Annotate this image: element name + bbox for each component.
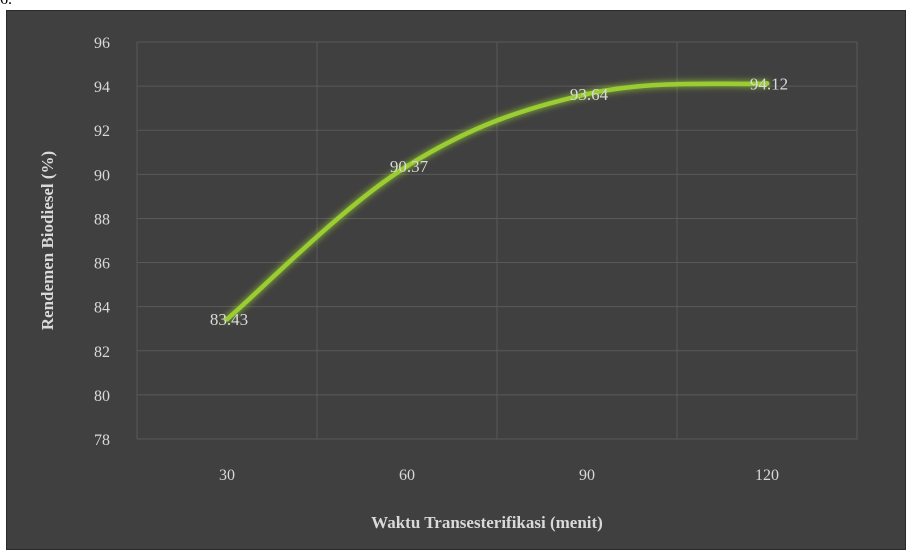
data-point-30 [224, 316, 230, 322]
gridlines [136, 41, 858, 440]
line-chart: 78 80 82 84 86 88 90 92 94 96 30 60 90 120 83.43 90.3… [38, 35, 858, 532]
data-label-60: 90.37 [390, 157, 429, 176]
data-point-60 [404, 163, 410, 169]
data-point-90 [584, 91, 590, 97]
page-fragment-text: 6. [0, 0, 12, 9]
y-tick-label-84: 84 [94, 300, 110, 317]
x-tick-label-30: 30 [219, 467, 235, 484]
y-axis-title: Rendemen Biodiesel (%) [38, 151, 57, 330]
chart-area: 78 80 82 84 86 88 90 92 94 96 30 60 90 120 83.43 90.3… [6, 10, 906, 550]
y-tick-label-80: 80 [94, 388, 110, 405]
y-tick-label-96: 96 [94, 35, 110, 52]
x-axis-title: Waktu Transesterifikasi (menit) [371, 513, 603, 532]
y-tick-label-82: 82 [94, 344, 110, 361]
y-tick-label-86: 86 [94, 256, 110, 273]
y-tick-label-78: 78 [94, 432, 110, 449]
x-tick-label-120: 120 [755, 467, 779, 484]
y-axis-ticks: 78 80 82 84 86 88 90 92 94 96 [94, 35, 110, 449]
data-label-30: 83.43 [210, 310, 248, 329]
y-tick-label-92: 92 [94, 123, 110, 140]
x-axis-ticks: 30 60 90 120 [219, 467, 779, 484]
y-tick-label-88: 88 [94, 211, 110, 228]
page-fragment: 6. [0, 0, 909, 10]
data-point-120 [764, 80, 770, 86]
y-tick-label-94: 94 [94, 79, 110, 96]
data-labels: 83.43 90.37 93.64 94.12 [210, 74, 788, 329]
x-tick-label-90: 90 [579, 467, 595, 484]
data-label-90: 93.64 [570, 85, 609, 104]
series-line [224, 81, 770, 322]
y-tick-label-90: 90 [94, 167, 110, 184]
data-label-120: 94.12 [750, 74, 788, 93]
series-layer [224, 80, 770, 322]
x-tick-label-60: 60 [399, 467, 415, 484]
